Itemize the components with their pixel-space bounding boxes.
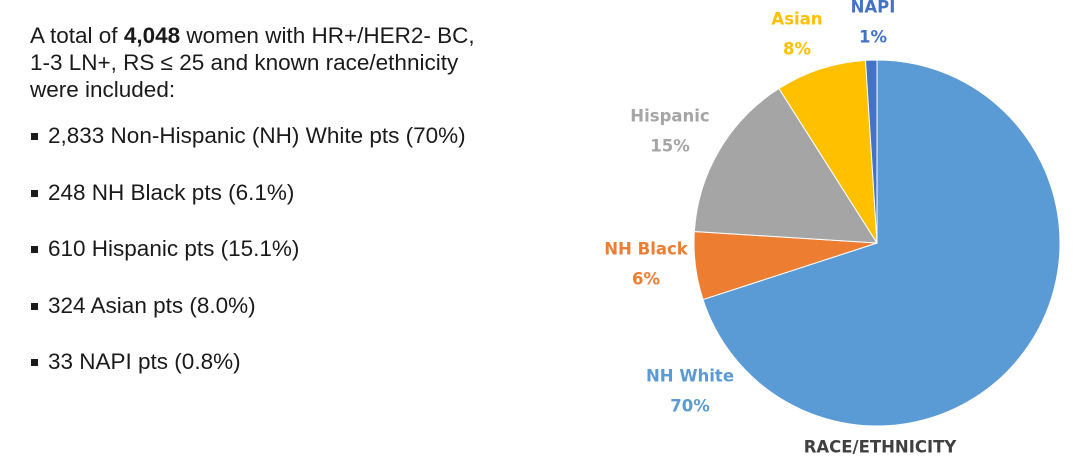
slice-label: NH Black — [604, 240, 689, 259]
pie-slice — [693, 87, 878, 244]
pie — [693, 59, 1061, 427]
intro-line: were included: — [30, 77, 176, 102]
pie-slice — [702, 59, 1061, 427]
slice-label: NH White — [646, 367, 734, 386]
slice-value-label: 15% — [650, 137, 690, 156]
intro-prefix: A total of — [30, 23, 118, 48]
intro-text: women with HR+/HER2- BC, — [186, 23, 475, 48]
slice-value-label: 8% — [783, 40, 811, 59]
slice-label: Hispanic — [630, 107, 709, 126]
intro-line: 1-3 LN+, RS ≤ 25 and known race/ethnicit… — [30, 50, 459, 75]
pie-slice — [778, 59, 878, 244]
bullet: 33 NAPI pts (0.8%) — [30, 347, 620, 404]
slice-value-label: 1% — [859, 28, 887, 47]
intro-line: A total of 4,048 women with HR+/HER2- BC… — [30, 22, 620, 49]
pie-slice — [864, 59, 878, 244]
intro-count: 4,048 — [123, 23, 181, 48]
bullet-list: 2,833 Non-Hispanic (NH) White pts (70%) 2… — [30, 121, 620, 404]
slice-label: Asian — [771, 10, 822, 29]
bullet: 248 NH Black pts (6.1%) — [30, 178, 620, 235]
slice-value-label: 6% — [632, 270, 660, 289]
bullet: 610 Hispanic pts (15.1%) — [30, 234, 620, 291]
slice-value-label: 70% — [670, 397, 710, 416]
bullet: 2,833 Non-Hispanic (NH) White pts (70%) — [30, 121, 620, 178]
chart-title: RACE/ETHNICITY — [804, 438, 958, 457]
text-panel: A total of 4,048 women with HR+/HER2- BC… — [30, 22, 620, 404]
bullet: 324 Asian pts (8.0%) — [30, 291, 620, 348]
slice-label: NAPI — [851, 0, 896, 17]
